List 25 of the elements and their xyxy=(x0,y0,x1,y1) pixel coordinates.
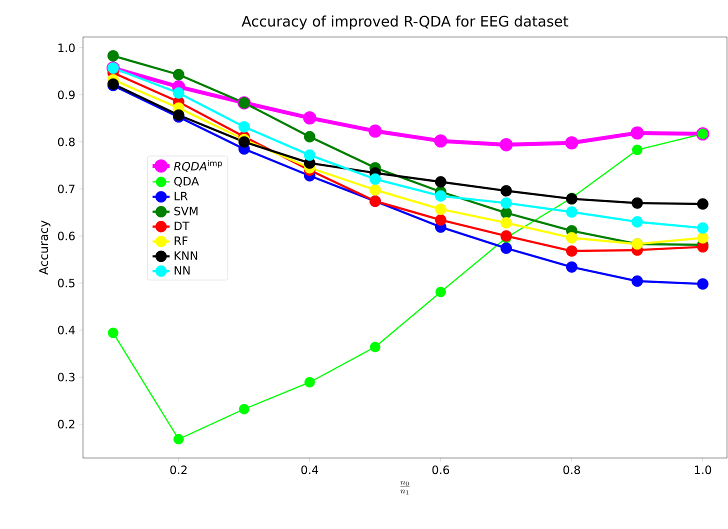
x-tick-label: 0.8 xyxy=(563,466,580,474)
legend-label: QDA xyxy=(174,176,199,187)
x-tick-label: 0.6 xyxy=(432,466,450,474)
y-tick-label: 1.0 xyxy=(58,43,75,52)
y-tick-label: 0.8 xyxy=(58,138,75,146)
legend-label: NN xyxy=(174,266,190,275)
legend-label: KNN xyxy=(174,251,198,260)
x-axis-title: $\frac{n_0}{n_1}$ xyxy=(400,480,410,494)
legend-label: DT xyxy=(174,222,190,230)
legend-label: RQDA$^{imp}$ xyxy=(174,160,222,172)
legend-label: SVM xyxy=(174,206,198,216)
y-tick-label: 0.6 xyxy=(58,232,75,240)
x-tick-label: 0.2 xyxy=(170,466,187,474)
chart-title: Accuracy of improved R-QDA for EEG dataset xyxy=(242,16,568,30)
x-tick-label: 1.0 xyxy=(694,466,712,474)
y-tick-label: 0.7 xyxy=(58,184,74,194)
y-tick-label: 0.3 xyxy=(58,372,75,382)
y-tick-label: 0.5 xyxy=(58,278,74,288)
legend-label: RF xyxy=(174,236,188,245)
x-tick-label: 0.4 xyxy=(301,466,318,474)
y-axis-title: Accuracy xyxy=(39,220,50,275)
y-tick-label: 0.9 xyxy=(58,90,75,100)
y-tick-label: 0.4 xyxy=(58,326,75,334)
legend-label: LR xyxy=(174,192,188,200)
y-tick-label: 0.2 xyxy=(58,420,74,428)
